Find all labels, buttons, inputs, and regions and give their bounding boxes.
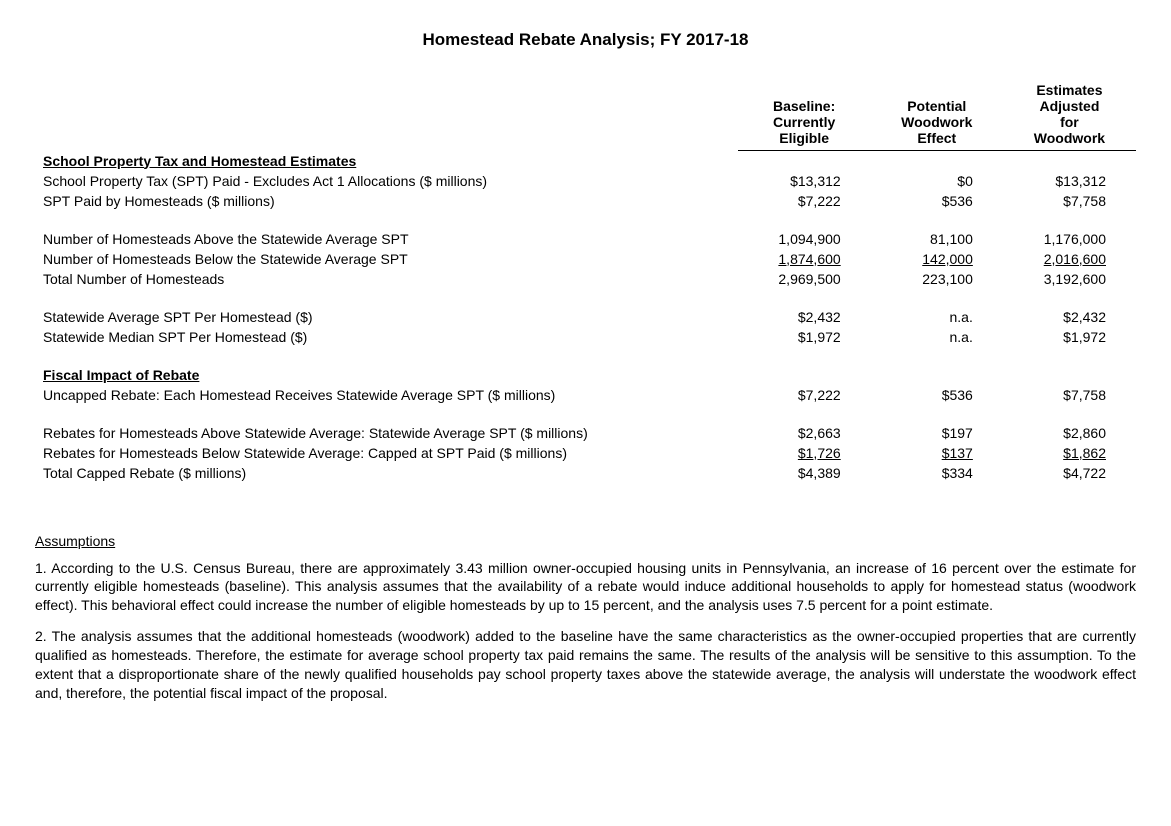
row-label: Number of Homesteads Above the Statewide… <box>35 229 738 249</box>
cell: $7,758 <box>1003 385 1136 405</box>
row-label: Total Number of Homesteads <box>35 269 738 289</box>
table-row: SPT Paid by Homesteads ($ millions) $7,2… <box>35 191 1136 211</box>
cell: $4,722 <box>1003 463 1136 483</box>
cell: $7,758 <box>1003 191 1136 211</box>
col-header-adjusted: EstimatesAdjustedforWoodwork <box>1003 80 1136 151</box>
cell: $13,312 <box>738 171 871 191</box>
row-label: Rebates for Homesteads Above Statewide A… <box>35 423 738 443</box>
row-label: Total Capped Rebate ($ millions) <box>35 463 738 483</box>
cell: 1,176,000 <box>1003 229 1136 249</box>
table-row: Uncapped Rebate: Each Homestead Receives… <box>35 385 1136 405</box>
cell: $4,389 <box>738 463 871 483</box>
cell: 1,874,600 <box>778 251 840 267</box>
cell: $536 <box>871 191 1003 211</box>
row-label: Statewide Average SPT Per Homestead ($) <box>35 307 738 327</box>
cell: 3,192,600 <box>1003 269 1136 289</box>
cell: n.a. <box>871 307 1003 327</box>
assumptions-title: Assumptions <box>35 533 1136 549</box>
table-row: Total Capped Rebate ($ millions) $4,389 … <box>35 463 1136 483</box>
cell: $1,972 <box>1003 327 1136 347</box>
col-header-baseline: Baseline:CurrentlyEligible <box>738 80 871 151</box>
assumptions-section: Assumptions 1. According to the U.S. Cen… <box>35 533 1136 703</box>
row-label: School Property Tax (SPT) Paid - Exclude… <box>35 171 738 191</box>
cell: $1,726 <box>798 445 841 461</box>
table-row: Number of Homesteads Above the Statewide… <box>35 229 1136 249</box>
table-row: Rebates for Homesteads Below Statewide A… <box>35 443 1136 463</box>
section-header-row: Fiscal Impact of Rebate <box>35 365 1136 385</box>
cell: $2,432 <box>738 307 871 327</box>
cell: $1,862 <box>1063 445 1106 461</box>
section1-header: School Property Tax and Homestead Estima… <box>35 151 738 171</box>
assumption-paragraph: 1. According to the U.S. Census Bureau, … <box>35 559 1136 616</box>
table-row: Statewide Average SPT Per Homestead ($) … <box>35 307 1136 327</box>
assumption-paragraph: 2. The analysis assumes that the additio… <box>35 627 1136 703</box>
cell: 1,094,900 <box>738 229 871 249</box>
cell: $197 <box>871 423 1003 443</box>
cell: $1,972 <box>738 327 871 347</box>
cell: n.a. <box>871 327 1003 347</box>
row-label: Rebates for Homesteads Below Statewide A… <box>35 443 738 463</box>
table-row: Rebates for Homesteads Above Statewide A… <box>35 423 1136 443</box>
table-row: Number of Homesteads Below the Statewide… <box>35 249 1136 269</box>
table-row: School Property Tax (SPT) Paid - Exclude… <box>35 171 1136 191</box>
table-row: Total Number of Homesteads 2,969,500 223… <box>35 269 1136 289</box>
cell: 2,016,600 <box>1044 251 1106 267</box>
cell: $2,432 <box>1003 307 1136 327</box>
data-table: Baseline:CurrentlyEligible PotentialWood… <box>35 80 1136 483</box>
cell: $2,860 <box>1003 423 1136 443</box>
cell: $7,222 <box>738 385 871 405</box>
row-label: Uncapped Rebate: Each Homestead Receives… <box>35 385 738 405</box>
row-label: Statewide Median SPT Per Homestead ($) <box>35 327 738 347</box>
cell: 223,100 <box>871 269 1003 289</box>
cell: $7,222 <box>738 191 871 211</box>
section-header-row: School Property Tax and Homestead Estima… <box>35 151 1136 171</box>
row-label: SPT Paid by Homesteads ($ millions) <box>35 191 738 211</box>
cell: 2,969,500 <box>738 269 871 289</box>
page-title: Homestead Rebate Analysis; FY 2017-18 <box>35 30 1136 50</box>
cell: 81,100 <box>871 229 1003 249</box>
cell: $13,312 <box>1003 171 1136 191</box>
section2-header: Fiscal Impact of Rebate <box>35 365 738 385</box>
table-row: Statewide Median SPT Per Homestead ($) $… <box>35 327 1136 347</box>
cell: 142,000 <box>922 251 973 267</box>
cell: $137 <box>942 445 973 461</box>
cell: $0 <box>871 171 1003 191</box>
cell: $2,663 <box>738 423 871 443</box>
cell: $536 <box>871 385 1003 405</box>
col-header-woodwork: PotentialWoodworkEffect <box>871 80 1003 151</box>
row-label: Number of Homesteads Below the Statewide… <box>35 249 738 269</box>
cell: $334 <box>871 463 1003 483</box>
